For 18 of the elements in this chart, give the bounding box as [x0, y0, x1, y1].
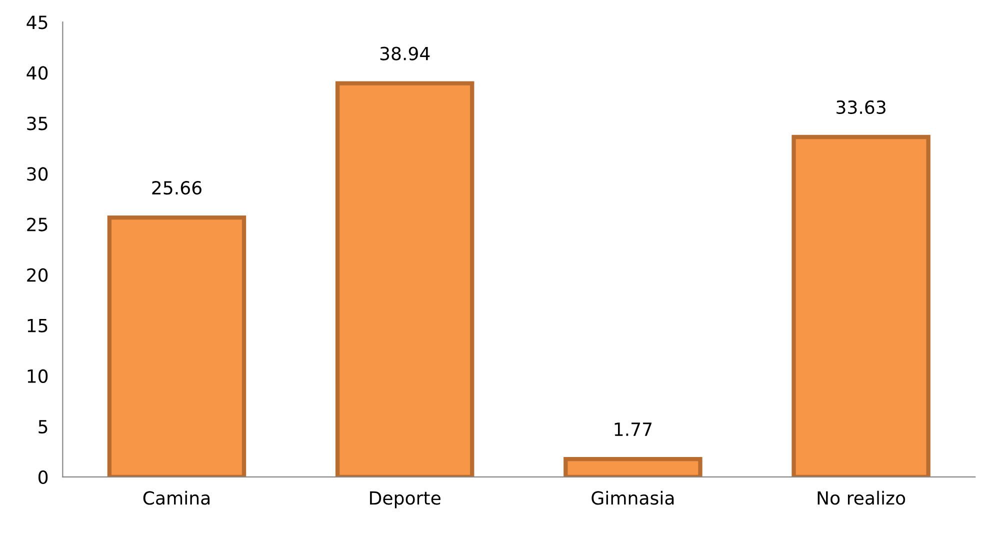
- y-tick-label: 15: [28, 319, 48, 332]
- y-tick-label: 0: [38, 470, 48, 484]
- y-tick-label: 10: [28, 369, 48, 383]
- x-tick-label: Camina: [143, 490, 210, 505]
- y-tick-label: 30: [27, 167, 48, 181]
- x-tick-label: Deporte: [370, 491, 440, 508]
- data-label: 25.66: [152, 180, 202, 195]
- y-tick-label: 5: [38, 420, 48, 434]
- data-label: 1.77: [614, 422, 652, 436]
- x-tick-label: Gimnasia: [592, 490, 674, 505]
- y-tick-label: 40: [26, 66, 48, 80]
- y-tick-label: 45: [26, 16, 48, 30]
- y-tick-label: 20: [27, 268, 48, 282]
- y-tick-label: 25: [27, 218, 48, 232]
- data-label: 38.94: [380, 46, 430, 60]
- x-tick-label: No realizo: [818, 490, 906, 505]
- data-label: 33.63: [836, 100, 886, 114]
- y-tick-label: 35: [27, 116, 48, 130]
